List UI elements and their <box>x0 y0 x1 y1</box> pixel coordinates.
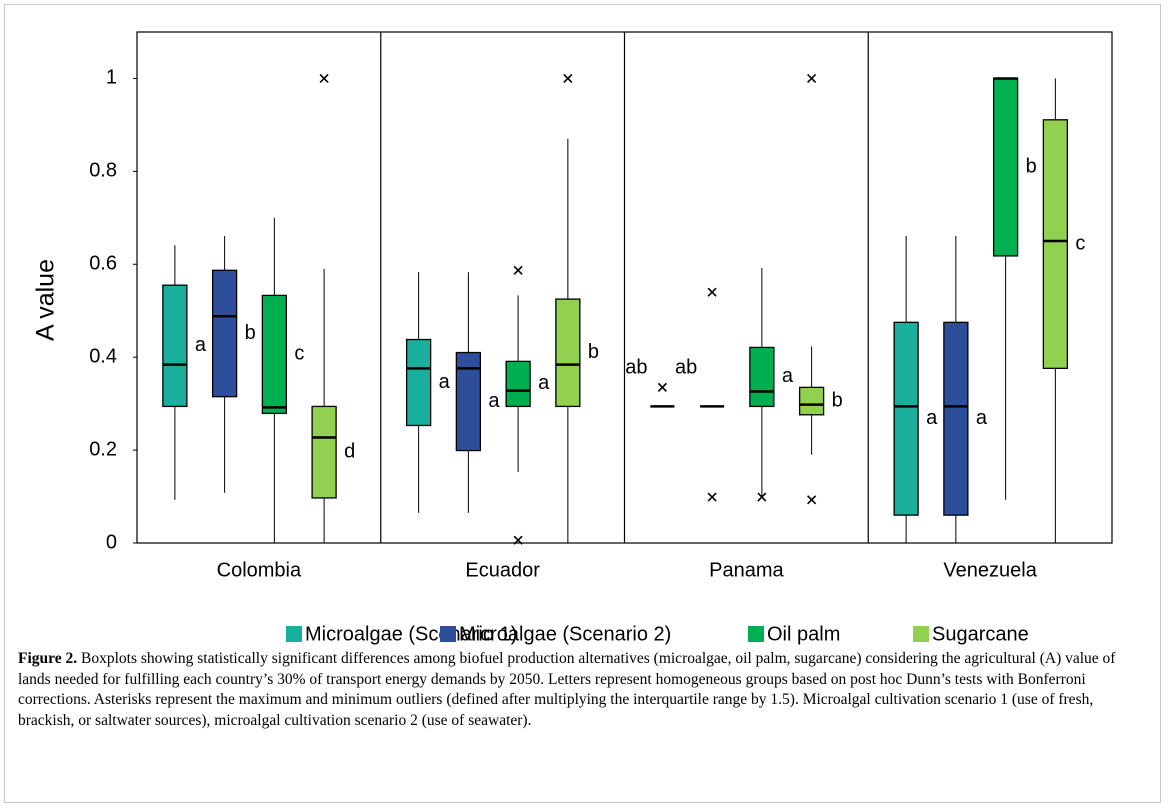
caption: Figure 2. Boxplots showing statistically… <box>18 649 1150 731</box>
box <box>893 321 919 516</box>
legend-label: Microalgae (Scenario 1) <box>305 623 517 645</box>
outlier <box>707 492 717 502</box>
group-label: a <box>926 407 938 429</box>
group-label: a <box>976 407 988 429</box>
group-label: ab <box>675 357 697 379</box>
chart: A value 0 0.2 0.4 0.6 0.8 1 Colombia Ecuador Pan… <box>32 31 1113 645</box>
x-tick-label: Ecuador <box>465 559 540 581</box>
group-label: b <box>1026 155 1037 177</box>
legend-label: Sugarcane <box>932 623 1029 645</box>
outlier <box>707 287 717 297</box>
y-axis-label: A value <box>32 259 60 341</box>
box <box>261 294 288 415</box>
y-tick-label: 0 <box>106 531 117 553</box>
legend-label: Microalgae (Scenario 2) <box>459 623 671 645</box>
legend-label: Oil palm <box>767 623 840 645</box>
box <box>992 77 1019 257</box>
box <box>1042 119 1069 369</box>
group-label: d <box>344 440 355 462</box>
group-label: a <box>195 334 207 356</box>
box <box>749 346 775 408</box>
y-tick-label: 0.6 <box>89 253 117 275</box>
box <box>162 284 188 408</box>
box <box>798 386 825 416</box>
group-label: a <box>439 371 451 393</box>
group-label: c <box>1075 232 1085 254</box>
outlier <box>513 265 523 275</box>
legend-swatch <box>286 626 302 642</box>
box <box>211 269 238 398</box>
box <box>943 321 969 516</box>
group-label: a <box>488 390 500 412</box>
group-label: b <box>245 322 256 344</box>
figure-frame <box>4 4 1161 803</box>
outlier <box>319 73 329 84</box>
legend-swatch <box>913 626 929 642</box>
x-tick-label: Panama <box>709 559 784 581</box>
group-label: b <box>832 389 843 411</box>
outlier <box>563 73 573 84</box>
group-label: a <box>538 372 550 394</box>
y-tick-label: 0.8 <box>89 160 117 182</box>
outlier <box>807 495 817 505</box>
x-tick-label: Colombia <box>217 559 302 581</box>
legend-swatch <box>748 626 764 642</box>
group-label: b <box>588 341 599 363</box>
y-tick-label: 1 <box>106 67 117 89</box>
y-tick-label: 0.4 <box>89 345 117 367</box>
outlier <box>807 73 817 84</box>
outlier <box>513 535 523 545</box>
group-label: c <box>294 343 304 365</box>
group-label: ab <box>625 357 647 379</box>
box <box>405 338 432 427</box>
legend-swatch <box>440 626 456 642</box>
x-tick-label: Venezuela <box>943 559 1037 581</box>
box <box>555 298 581 408</box>
caption-text: Boxplots showing statistically significa… <box>18 650 1116 729</box>
box <box>505 360 531 408</box>
caption-label: Figure 2. <box>18 650 78 667</box>
outlier <box>657 382 667 392</box>
outlier <box>757 492 767 502</box>
group-label: a <box>782 365 794 387</box>
y-tick-label: 0.2 <box>89 438 117 460</box>
box <box>311 405 337 499</box>
